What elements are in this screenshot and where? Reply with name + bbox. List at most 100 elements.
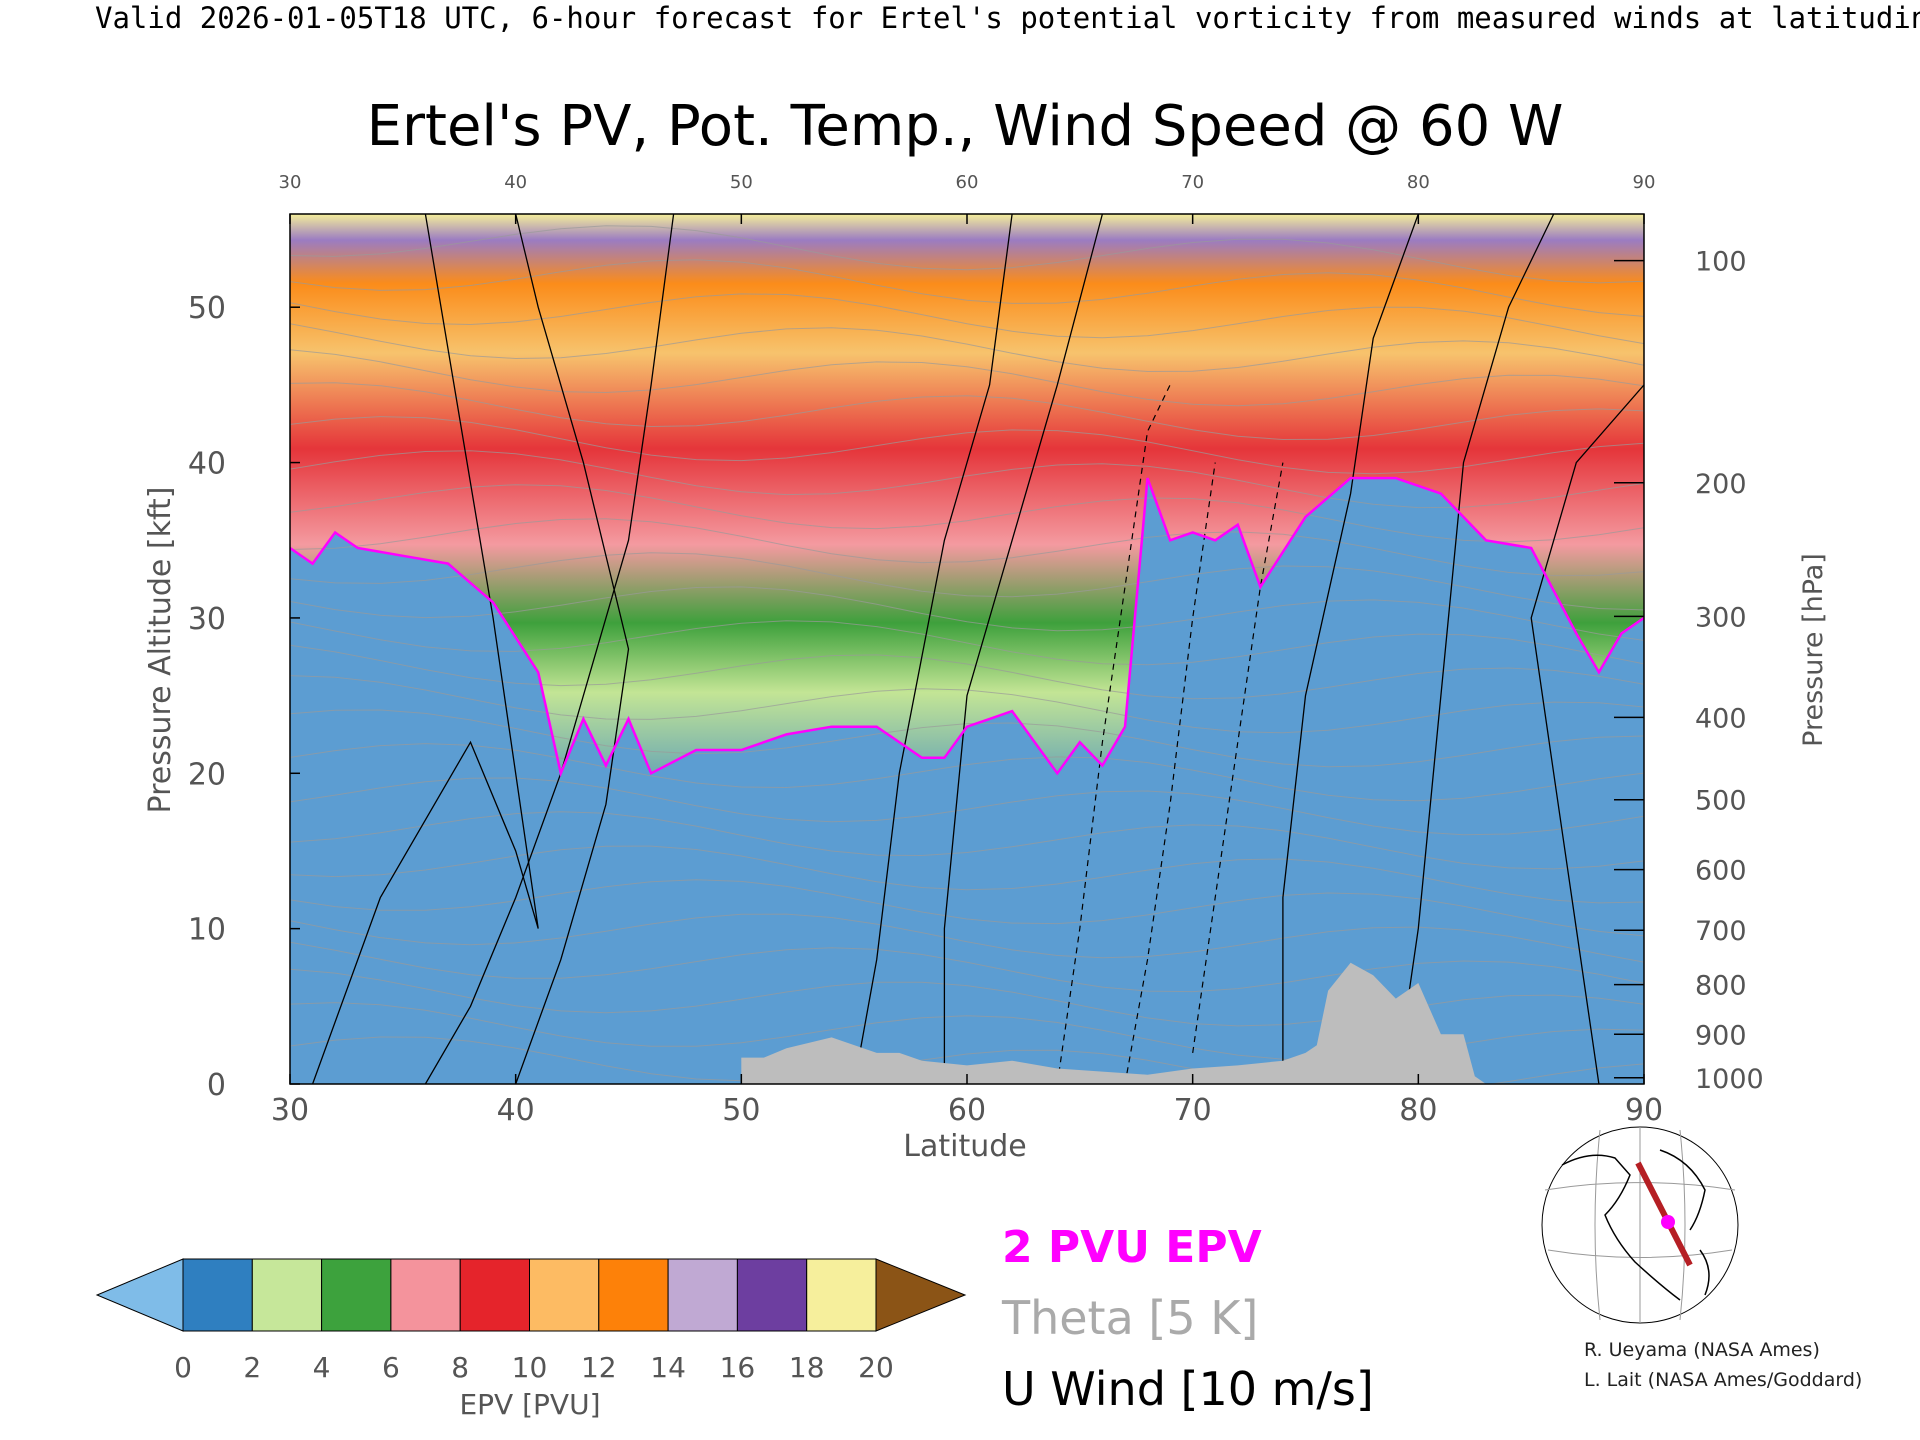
colorbar-segment: [251, 1258, 323, 1332]
u-wind-contour: [1395, 214, 1555, 1084]
theta-contour: [290, 644, 1644, 700]
u-wind-contour: [853, 214, 1013, 1084]
u-wind-contour: [1530, 384, 1644, 1084]
theta-contour: [290, 382, 1644, 441]
colorbar-tick-label: 18: [789, 1351, 825, 1384]
y-tick-label: 40: [188, 447, 226, 482]
theta-contour: [290, 879, 1644, 937]
surface-terrain: [741, 962, 1487, 1084]
plot-area: [290, 214, 1644, 1084]
u-wind-contour: [515, 214, 630, 1084]
colorbar-segment: [806, 1258, 877, 1332]
theta-contour: [290, 743, 1644, 802]
pressure-tick-label: 400: [1695, 703, 1747, 734]
theta-contour: [290, 259, 1644, 317]
colorbar-segment: [182, 1258, 253, 1332]
u-wind-contour: [943, 214, 1104, 1084]
pressure-tick-label: 700: [1695, 916, 1747, 947]
theta-contour: [290, 450, 1644, 509]
theta-contour: [290, 709, 1644, 768]
x-tick-top-label: 80: [1407, 172, 1430, 193]
credit-line-1: R. Ueyama (NASA Ames): [1584, 1339, 1820, 1361]
x-axis-bottom: 30 40 50 60 70 80 90: [271, 1074, 1663, 1128]
y-axis-left-label: Pressure Altitude [kft]: [143, 487, 178, 814]
theta-contour: [290, 811, 1644, 870]
colorbar-high-arrow: [875, 1258, 967, 1332]
u-wind-contour-negative: [1056, 384, 1171, 1084]
colorbar-segment: [667, 1258, 738, 1332]
location-marker: [1661, 1215, 1675, 1229]
colorbar-tick-label: 16: [720, 1351, 756, 1384]
pressure-tick-label: 100: [1695, 247, 1747, 278]
x-tick-label: 90: [1625, 1093, 1663, 1128]
pressure-tick-label: 600: [1695, 856, 1747, 887]
colorbar-segment: [459, 1258, 531, 1332]
pressure-tick-label: 1000: [1695, 1064, 1764, 1095]
colorbar-segment: [529, 1258, 600, 1332]
y-tick-label: 20: [188, 757, 226, 792]
u-wind-contour: [1282, 214, 1419, 1084]
colorbar-tick-label: 10: [512, 1351, 548, 1384]
pressure-tick-label: 200: [1695, 469, 1747, 500]
theta-contour: [290, 293, 1644, 345]
tropopause-2pvu-line: [290, 476, 1644, 778]
y-axis-left: 0 10 20 30 40 50: [188, 291, 300, 1103]
theta-contour: [290, 1036, 1644, 1084]
pressure-tick-label: 500: [1695, 786, 1747, 817]
pressure-tick-label: 800: [1695, 971, 1747, 1002]
colorbar-tick-label: 14: [650, 1351, 686, 1384]
valid-time-header: Valid 2026-01-05T18 UTC, 6-hour forecast…: [95, 1, 1920, 35]
colorbar-segment: [390, 1258, 461, 1332]
legend-tropopause: 2 PVU EPV: [1002, 1222, 1262, 1273]
colorbar-tick-label: 12: [581, 1351, 617, 1384]
troposphere-field: [290, 478, 1644, 1084]
u-wind-contour-negative: [1192, 462, 1284, 1053]
y-axis-right-label: Pressure [hPa]: [1798, 553, 1829, 747]
epv-colorbar: [95, 1258, 967, 1332]
theta-contour: [290, 941, 1644, 993]
y-tick-label: 10: [188, 913, 226, 948]
colorbar-tick-label: 2: [243, 1351, 261, 1384]
x-tick-top-label: 90: [1633, 172, 1656, 193]
colorbar-low-arrow: [95, 1258, 184, 1332]
colorbar-ticks: 0 2 4 6 8 10 12 14 16 18 20: [174, 1351, 894, 1384]
y-axis-right: 100 200 300 400 500 600 700 800 900 1000: [1614, 247, 1764, 1095]
x-tick-top-label: 50: [730, 172, 753, 193]
colorbar-tick-label: 0: [174, 1351, 192, 1384]
chart-title: Ertel's PV, Pot. Temp., Wind Speed @ 60 …: [367, 94, 1564, 159]
colorbar-tick-label: 4: [313, 1351, 331, 1384]
x-tick-top-label: 30: [279, 172, 302, 193]
theta-contours: [290, 225, 1644, 1084]
theta-contour: [290, 349, 1644, 407]
y-tick-label: 0: [207, 1068, 226, 1103]
y-tick-label: 50: [188, 291, 226, 326]
theta-contour: [290, 675, 1644, 734]
theta-contour: [290, 586, 1644, 641]
theta-contour: [290, 518, 1644, 577]
x-axis-label: Latitude: [903, 1129, 1026, 1164]
pressure-tick-label: 900: [1695, 1020, 1747, 1051]
x-tick-label: 40: [497, 1093, 535, 1128]
x-tick-label: 60: [948, 1093, 986, 1128]
theta-contour: [290, 323, 1644, 373]
y-tick-label: 30: [188, 602, 226, 637]
x-tick-label: 50: [722, 1093, 760, 1128]
theta-contour: [290, 552, 1644, 611]
x-tick-top-label: 60: [956, 172, 979, 193]
theta-contour: [290, 484, 1644, 543]
pressure-tick-label: 300: [1695, 602, 1747, 633]
colorbar-tick-label: 20: [858, 1351, 894, 1384]
u-wind-contour: [311, 214, 539, 1084]
colorbar-label: EPV [PVU]: [459, 1388, 600, 1421]
theta-contour: [290, 225, 1644, 284]
colorbar-tick-label: 8: [451, 1351, 469, 1384]
colorbar-segment: [598, 1258, 669, 1332]
x-tick-label: 70: [1174, 1093, 1212, 1128]
colorbar-segment: [736, 1258, 808, 1332]
colorbar-tick-label: 6: [382, 1351, 400, 1384]
credit-line-2: L. Lait (NASA Ames/Goddard): [1584, 1369, 1862, 1391]
legend-theta: Theta [5 K]: [1001, 1291, 1258, 1345]
colorbar-segment: [321, 1258, 392, 1332]
x-axis-top: 30 40 50 60 70 80 90: [279, 172, 1656, 224]
